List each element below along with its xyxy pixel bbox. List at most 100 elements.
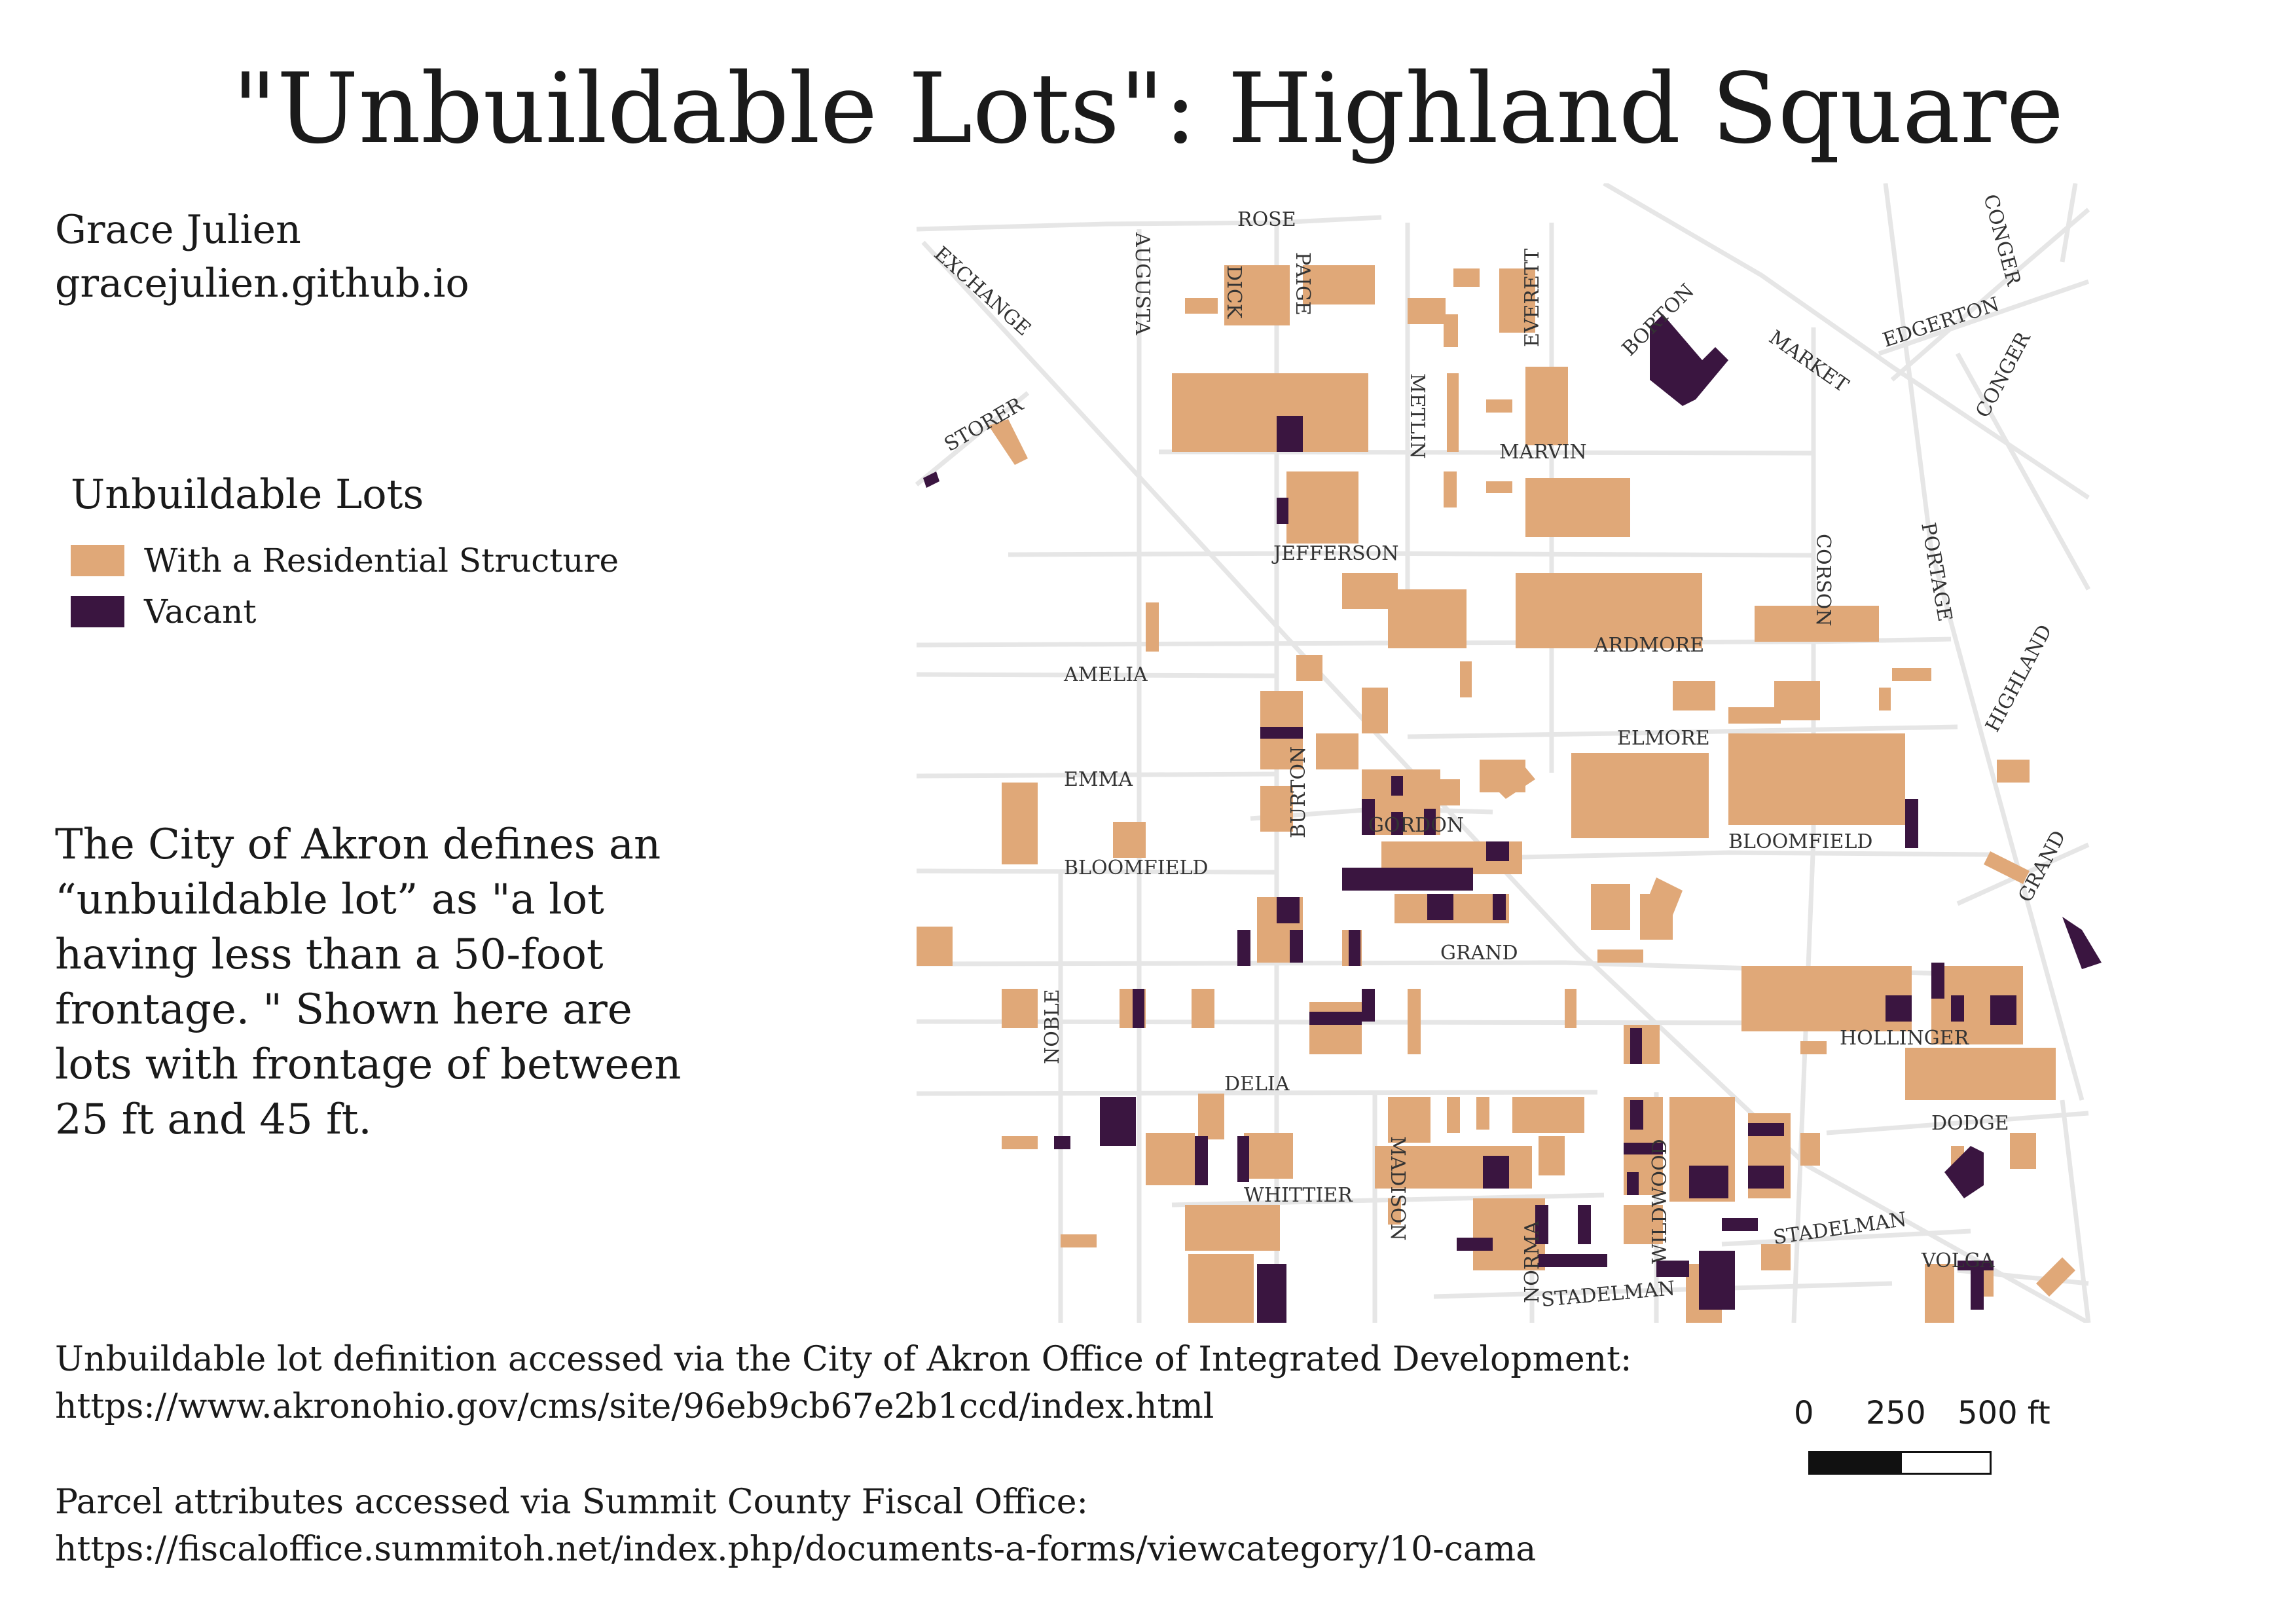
legend-item-vacant: Vacant xyxy=(71,586,619,637)
lot-residential xyxy=(2036,1257,2075,1297)
street-portage xyxy=(1883,183,2085,1101)
lot-vacant xyxy=(1990,995,2016,1025)
source-2: Parcel attributes accessed via Summit Co… xyxy=(55,1479,1823,1573)
lot-residential xyxy=(1342,573,1398,609)
lot-residential xyxy=(1525,478,1630,537)
street-jefferson xyxy=(1008,551,1814,558)
lot-residential xyxy=(1146,1133,1195,1185)
lot-residential xyxy=(1525,367,1568,445)
legend-swatch-vacant xyxy=(71,596,124,627)
street-marvin xyxy=(1158,449,1814,456)
lot-residential xyxy=(1728,707,1781,724)
lot-residential xyxy=(1388,1198,1401,1225)
street-amelia xyxy=(916,672,1277,678)
street-label-gordon: GORDON xyxy=(1368,814,1464,837)
source-1-url[interactable]: https://www.akronohio.gov/cms/site/96eb9… xyxy=(55,1387,1214,1426)
street-conger-s xyxy=(1890,208,2090,382)
lot-residential xyxy=(1316,733,1358,769)
street-highland xyxy=(1955,352,2091,591)
lot-vacant xyxy=(1650,314,1728,406)
map-canvas: ROSE EXCHANGE AUGUSTA DICK PAIGE EVERETT… xyxy=(915,183,2102,1323)
lot-residential xyxy=(1002,989,1038,1028)
legend: Unbuildable Lots With a Residential Stru… xyxy=(71,470,619,637)
lot-residential xyxy=(1473,1198,1545,1270)
lot-vacant xyxy=(1277,416,1303,452)
lot-residential xyxy=(1309,1002,1362,1054)
legend-swatch-residential xyxy=(71,545,124,576)
lot-residential xyxy=(1408,989,1421,1054)
lot-residential xyxy=(917,927,953,966)
street-label-conger-n: CONGER xyxy=(1978,192,2025,289)
lot-residential xyxy=(1512,1097,1584,1133)
street-label-metlin: METLIN xyxy=(1406,373,1429,459)
street-label-corson: CORSON xyxy=(1812,534,1834,627)
legend-title: Unbuildable Lots xyxy=(71,470,424,518)
lot-residential xyxy=(1440,779,1460,805)
street-label-conger-s: CONGER xyxy=(1971,327,2035,421)
lot-residential xyxy=(1516,573,1702,648)
lot-vacant xyxy=(1748,1123,1784,1136)
lot-vacant xyxy=(1630,1028,1642,1064)
lot-residential xyxy=(1800,1133,1820,1166)
lot-vacant xyxy=(923,471,939,488)
lot-residential xyxy=(1879,688,1891,710)
lot-vacant xyxy=(1886,995,1912,1022)
lot-vacant xyxy=(1931,963,1944,999)
scale-bar: 0 250 500 ft xyxy=(1794,1395,2056,1486)
lot-residential xyxy=(1800,1041,1827,1054)
scale-segment-empty xyxy=(1900,1451,1992,1475)
lot-residential xyxy=(1172,373,1368,452)
street-stadelman-e xyxy=(1721,1228,1971,1247)
lot-residential xyxy=(1260,786,1293,832)
street-conger-n xyxy=(2060,183,2078,263)
lot-residential xyxy=(1997,760,2030,783)
lot-vacant xyxy=(1748,1166,1784,1189)
source-2-url[interactable]: https://fiscaloffice.summitoh.net/index.… xyxy=(55,1530,1537,1569)
source-2-text: Parcel attributes accessed via Summit Co… xyxy=(55,1483,1089,1522)
lot-residential xyxy=(1408,298,1446,324)
lot-vacant xyxy=(1362,799,1375,835)
lot-residential xyxy=(1643,877,1683,923)
lot-residential xyxy=(1444,314,1458,347)
lot-vacant xyxy=(1958,1261,1994,1270)
lot-residential xyxy=(1984,851,2030,884)
lot-residential xyxy=(1624,1205,1663,1244)
lot-residential xyxy=(1591,884,1630,930)
lot-residential xyxy=(1673,681,1715,710)
lot-residential xyxy=(1061,1234,1097,1247)
lot-vacant xyxy=(1905,799,1918,848)
lot-residential xyxy=(1113,822,1146,858)
street-label-dick: DICK xyxy=(1222,265,1245,319)
lot-vacant xyxy=(1951,995,1964,1022)
scale-label-250: 250 xyxy=(1866,1395,1926,1431)
lot-residential xyxy=(1486,481,1512,493)
lot-vacant xyxy=(1277,897,1300,923)
street-label-elmore: ELMORE xyxy=(1617,727,1710,750)
street-label-volga: VOLGA xyxy=(1921,1249,1995,1272)
street-label-marvin: MARVIN xyxy=(1499,441,1587,464)
lot-residential xyxy=(1362,688,1388,733)
author-block: Grace Julien gracejulien.github.io xyxy=(55,203,469,310)
lot-residential xyxy=(1539,1136,1565,1175)
lot-residential xyxy=(1597,950,1643,963)
street-label-jefferson: JEFFERSON xyxy=(1271,542,1398,565)
lot-vacant xyxy=(1630,1100,1643,1130)
street-market xyxy=(1603,183,2090,500)
lot-vacant xyxy=(1100,1097,1136,1146)
lot-vacant xyxy=(1237,1136,1249,1182)
street-label-everett: EVERETT xyxy=(1521,248,1544,347)
street-label-wildwood: WILDWOOD xyxy=(1649,1139,1671,1264)
lot-residential xyxy=(1286,471,1358,544)
lot-vacant xyxy=(1290,930,1303,963)
street-edgerton xyxy=(1878,279,2090,356)
lot-vacant xyxy=(1493,894,1506,920)
lot-residential xyxy=(1388,1097,1430,1143)
lot-residential xyxy=(1303,265,1375,304)
lot-vacant xyxy=(1309,1012,1362,1025)
lot-residential xyxy=(1192,989,1214,1028)
lot-vacant xyxy=(1578,1205,1591,1244)
lot-residential xyxy=(1741,966,1912,1031)
lot-vacant xyxy=(1627,1172,1639,1195)
lot-residential xyxy=(1447,1097,1460,1133)
lot-residential xyxy=(1925,1264,1954,1323)
